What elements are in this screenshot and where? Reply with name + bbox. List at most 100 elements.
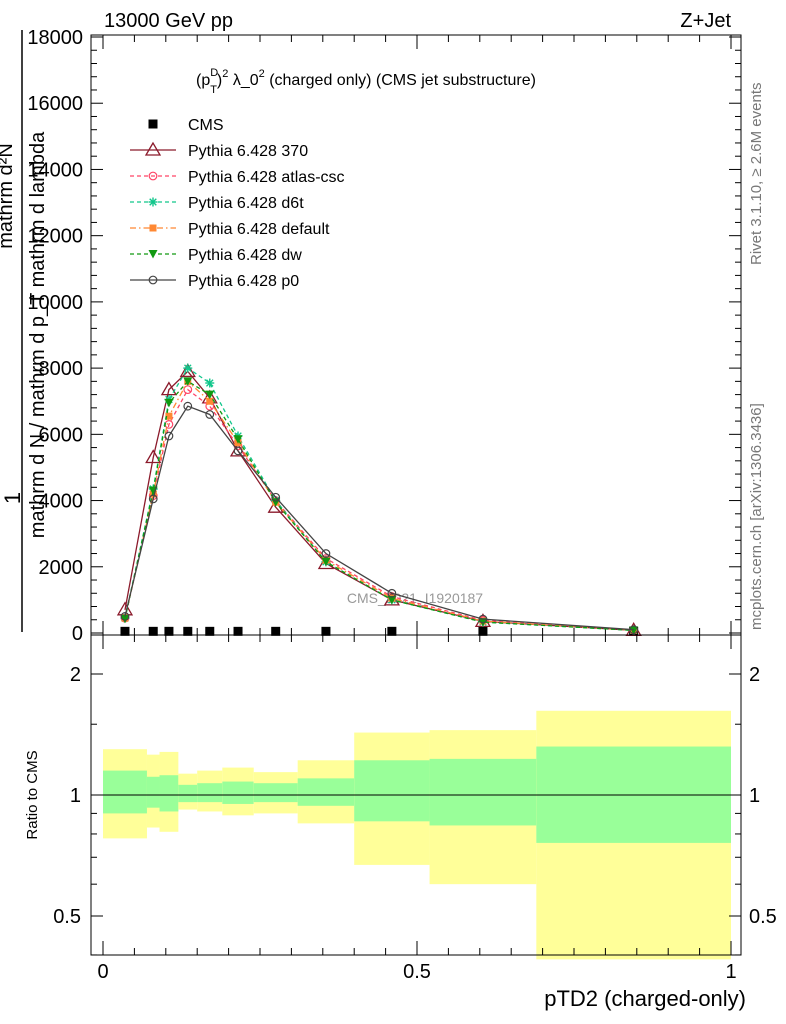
- legend-label: Pythia 6.428 d6t: [188, 195, 304, 212]
- band-green: [297, 778, 355, 806]
- y-tick-label: 0: [72, 623, 83, 645]
- main-panel: 0 2000 4000 6000 8000 10000 12000 14000 16000 180…: [27, 27, 742, 645]
- main-ylabel-one: 1: [0, 492, 25, 504]
- ratio-y-tick-label: 1: [70, 785, 81, 807]
- x-tick-label: 0.5: [403, 961, 431, 983]
- band-green: [103, 770, 147, 814]
- data-point: [148, 250, 158, 259]
- x-tick-label: 1: [725, 961, 736, 983]
- legend-entry: Pythia 6.428 atlas-csc: [130, 169, 345, 186]
- data-point: [387, 588, 397, 598]
- y-tick-label: 16000: [27, 93, 83, 115]
- data-point: [160, 381, 178, 396]
- data-point: [164, 431, 174, 441]
- data-point: [233, 435, 243, 444]
- ratio-xlabel: pTD2 (charged-only): [544, 986, 746, 1011]
- data-point: [148, 275, 158, 285]
- data-point: [478, 614, 488, 624]
- data-point: [148, 626, 158, 636]
- data-point: [205, 410, 215, 419]
- main-ylabel-numerator: mathrm d²N: [0, 143, 17, 249]
- energy-label: 13000 GeV pp: [104, 10, 233, 32]
- main-x-axis: [102, 35, 732, 635]
- data-point: [387, 626, 397, 636]
- ratio-bands: [103, 710, 731, 960]
- data-point: [120, 612, 130, 621]
- data-point: [164, 626, 174, 636]
- data-point: [205, 378, 215, 388]
- main-ylabel-denominator: mathrm d N / mathrm d p_T mathrm d lambd…: [27, 131, 49, 538]
- ratio-y-tick-label: 2: [70, 664, 81, 686]
- legend-entry: Pythia 6.428 dw: [130, 247, 302, 264]
- data-point: [205, 626, 215, 636]
- band-green: [222, 781, 254, 804]
- y-tick-label: 12000: [27, 226, 83, 248]
- legend-entry: Pythia 6.428 default: [130, 221, 330, 238]
- ratio-y-tick-label-right: 0.5: [749, 906, 777, 928]
- y-tick-label: 18000: [27, 27, 83, 49]
- ratio-y-tick-label: 0.5: [53, 906, 81, 928]
- band-green: [253, 783, 298, 803]
- legend-label: Pythia 6.428 dw: [188, 247, 302, 264]
- band-green: [197, 783, 223, 803]
- main-title: (pD T)2 λ_02 (charged only) (CMS jet subs…: [196, 67, 536, 96]
- band-green: [354, 760, 430, 822]
- y-tick-label: 10000: [27, 292, 83, 314]
- ratio-y-axis: 0.5 0.5 1 1 2 2: [53, 664, 777, 956]
- data-point: [148, 171, 158, 181]
- legend-entry: Pythia 6.428 d6t: [130, 195, 304, 212]
- y-tick-label: 2000: [39, 557, 84, 579]
- rivet-label: Rivet 3.1.10, ≥ 2.6M events: [748, 83, 765, 266]
- ratio-y-tick-label-right: 1: [749, 785, 760, 807]
- data-point: [321, 557, 331, 567]
- data-point: [321, 549, 331, 558]
- ratio-ylabel: Ratio to CMS: [24, 750, 41, 839]
- legend-entry: Pythia 6.428 p0: [130, 273, 299, 290]
- main-series-layer: [116, 363, 642, 637]
- data-point: [271, 492, 281, 502]
- data-point: [233, 626, 243, 636]
- series-cms: [120, 626, 639, 636]
- process-label: Z+Jet: [680, 10, 731, 32]
- y-tick-label: 4000: [39, 491, 84, 513]
- data-point: [321, 626, 331, 636]
- data-point: [183, 377, 193, 386]
- watermark: CMS_2021_I1920187: [347, 590, 483, 606]
- y-tick-label: 6000: [39, 424, 84, 446]
- data-point: [148, 494, 158, 504]
- main-y-axis: 0 2000 4000 6000 8000 10000 12000 14000 16000 180…: [27, 27, 741, 645]
- data-point: [478, 626, 488, 636]
- data-point: [629, 626, 639, 635]
- band-green: [178, 784, 198, 803]
- data-point: [271, 626, 281, 636]
- band-green: [146, 776, 160, 808]
- data-point: [629, 625, 639, 635]
- data-point: [144, 141, 162, 156]
- data-point: [148, 197, 158, 207]
- data-point: [183, 363, 193, 373]
- data-point: [387, 595, 397, 605]
- band-green: [429, 758, 537, 826]
- data-point: [183, 626, 193, 636]
- data-point: [120, 614, 130, 624]
- y-tick-label: 14000: [27, 159, 83, 181]
- y-tick-label: 8000: [39, 358, 84, 380]
- legend-entry: CMS: [148, 117, 224, 134]
- data-point: [145, 449, 162, 464]
- data-point: [149, 224, 157, 232]
- ratio-x-axis: 0 0.5 1: [97, 635, 737, 983]
- legend-label: Pythia 6.428 atlas-csc: [188, 169, 345, 186]
- series-pythia-6-428-p0: [120, 401, 639, 635]
- series-line: [124, 380, 634, 632]
- data-point: [148, 119, 158, 129]
- data-point: [206, 397, 214, 405]
- x-tick-label: 0: [97, 961, 108, 983]
- legend-label: CMS: [188, 117, 224, 134]
- data-point: [165, 412, 173, 420]
- legend: CMS Pythia 6.428 370 Pythia 6.428 atlas-cs…: [130, 117, 345, 290]
- data-point: [179, 363, 196, 378]
- mcplots-label: mcplots.cern.ch [arXiv:1306.3436]: [748, 403, 765, 630]
- legend-label: Pythia 6.428 p0: [188, 273, 299, 290]
- band-green: [159, 775, 179, 812]
